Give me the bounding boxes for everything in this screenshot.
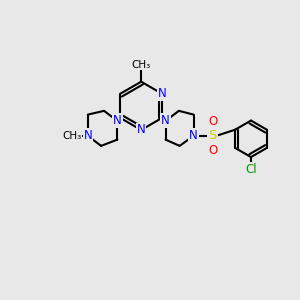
Text: N: N — [189, 129, 198, 142]
Text: CH₃: CH₃ — [131, 60, 151, 70]
Text: O: O — [209, 144, 218, 157]
Text: N: N — [83, 129, 92, 142]
Text: S: S — [208, 129, 217, 142]
Text: Cl: Cl — [245, 163, 257, 176]
Text: N: N — [137, 124, 146, 136]
Text: N: N — [158, 87, 167, 100]
Text: N: N — [113, 114, 122, 127]
Text: CH₃: CH₃ — [62, 131, 81, 141]
Text: N: N — [161, 114, 170, 127]
Text: O: O — [209, 115, 218, 128]
